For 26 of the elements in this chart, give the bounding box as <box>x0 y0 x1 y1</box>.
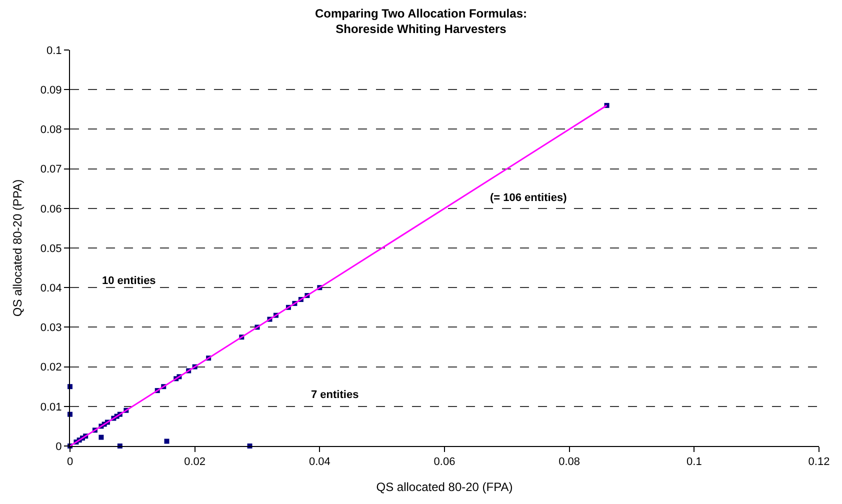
y-tick-label: 0.1 <box>46 44 62 57</box>
y-tick-label: 0.03 <box>40 322 62 334</box>
annotation: (= 106 entities) <box>490 192 568 204</box>
point <box>164 438 170 444</box>
annotation: 7 entities <box>311 389 359 401</box>
y-tick-label: 0.08 <box>40 124 62 136</box>
y-tick-label: 0.01 <box>40 401 62 414</box>
x-tick-label: 0 <box>66 456 74 468</box>
y-tick-label: 0.02 <box>40 362 62 374</box>
x-tick-label: 0.08 <box>558 456 580 468</box>
point <box>98 434 104 440</box>
chart-title: Comparing Two Allocation Formulas: Shoreside Whiting Harvesters <box>314 6 528 36</box>
x-tick-label: 0.02 <box>184 456 206 468</box>
x-tick-label: 0.12 <box>808 456 830 468</box>
y-tick-label: 0.07 <box>40 164 62 176</box>
y-tick-label: 0.06 <box>40 203 62 216</box>
y-tick-label: 0.05 <box>40 242 62 255</box>
annotation: 10 entities <box>102 275 156 287</box>
x-tick-label: 0.04 <box>308 456 330 468</box>
x-tick-label: 0.1 <box>686 456 702 468</box>
y-tick-label: 0.09 <box>40 84 62 96</box>
y-axis-title: QS allocated 80-20 (PPA) <box>10 179 25 317</box>
x-axis-title: QS allocated 80-20 (FPA) <box>376 480 513 494</box>
y-tick-label: 0.04 <box>40 282 62 294</box>
y-tick-label: 0 <box>56 440 62 453</box>
x-tick-label: 0.06 <box>434 456 456 468</box>
